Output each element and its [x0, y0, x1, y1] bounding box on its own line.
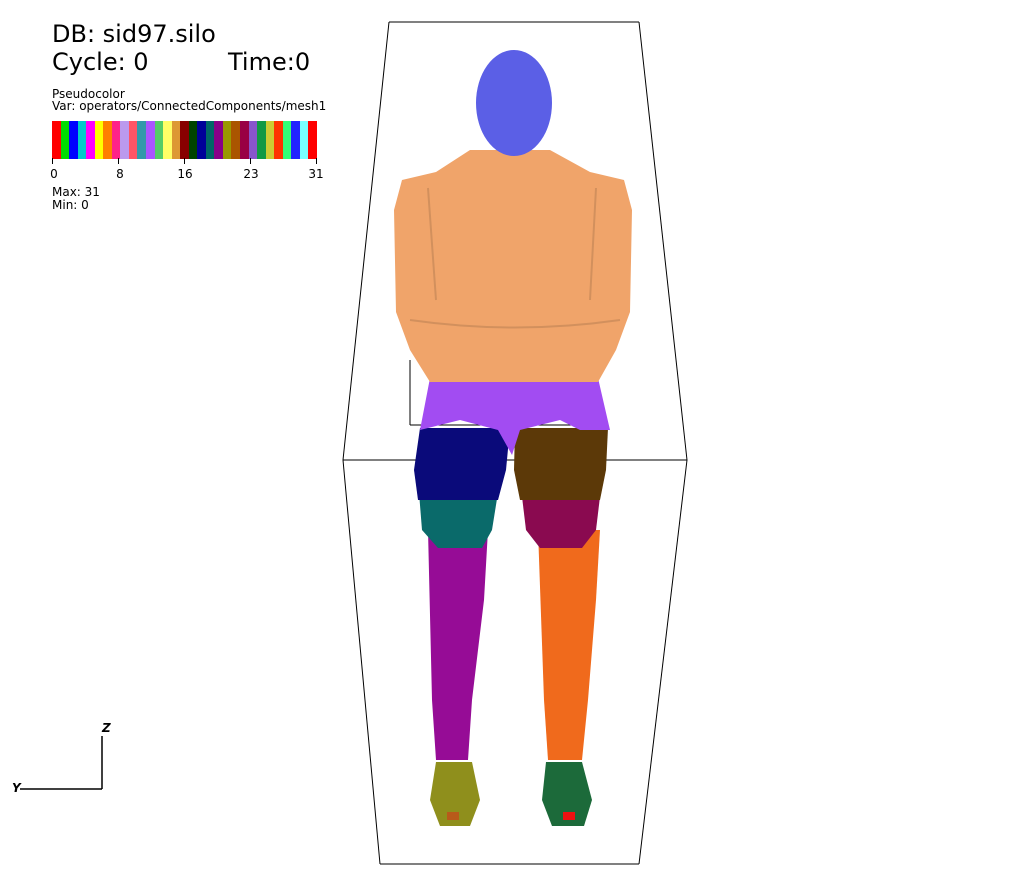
torso	[394, 150, 632, 382]
shin-left	[428, 530, 488, 760]
colorbar-stripe	[248, 121, 258, 159]
db-title: DB: sid97.silo	[52, 20, 216, 48]
colorbar-stripe	[103, 121, 112, 159]
colorbar-stripe	[274, 121, 283, 159]
colorbar-stripe	[180, 121, 189, 159]
legend-plot-type: Pseudocolor	[52, 87, 125, 101]
colorbar-stripe	[197, 121, 206, 159]
axis-label-y: Y	[12, 781, 21, 795]
colorbar-stripe	[111, 121, 121, 159]
foot-right	[542, 762, 592, 826]
legend-tick	[250, 158, 251, 164]
colorbar-stripe	[240, 121, 249, 159]
colorbar-stripe	[86, 121, 95, 159]
colorbar-stripe	[154, 121, 164, 159]
foot-left-marker	[447, 812, 459, 820]
colorbar-stripe	[308, 121, 317, 159]
colorbar-stripe	[222, 121, 232, 159]
colorbar-stripe	[171, 121, 181, 159]
legend-variable: Var: operators/ConnectedComponents/mesh1	[52, 99, 327, 113]
colorbar-stripe	[69, 121, 78, 159]
legend-max: Max: 31	[52, 185, 100, 199]
cycle-label: Cycle: 0	[52, 48, 149, 76]
axis-label-z: Z	[102, 721, 111, 735]
colorbar-stripe	[146, 121, 155, 159]
legend-tick-label: 23	[243, 167, 259, 181]
thigh-right	[514, 428, 608, 500]
colorbar-stripe	[52, 121, 61, 159]
colorbar-stripe	[94, 121, 104, 159]
colorbar-stripe	[188, 121, 198, 159]
legend-min: Min: 0	[52, 198, 89, 212]
colorbar-stripe	[120, 121, 129, 159]
time-label: Time:0	[228, 48, 311, 76]
legend-tick-label: 31	[308, 167, 324, 181]
legend-tick	[316, 158, 317, 164]
colorbar-stripe	[77, 121, 87, 159]
colorbar-stripe	[205, 121, 215, 159]
colorbar-stripe	[231, 121, 241, 159]
colorbar-stripe	[282, 121, 292, 159]
axis-triad	[20, 736, 103, 790]
thigh-left	[414, 428, 510, 500]
foot-right-marker	[563, 812, 575, 820]
colorbar-stripe	[265, 121, 275, 159]
colorbar-stripe	[128, 121, 138, 159]
legend-tick-label: 8	[116, 167, 124, 181]
shin-right	[538, 530, 600, 760]
colorbar-stripe	[163, 121, 172, 159]
colorbar-stripe	[299, 121, 309, 159]
colorbar-stripe	[137, 121, 147, 159]
legend-tick	[118, 158, 119, 164]
colorbar-stripe	[257, 121, 266, 159]
colorbar-stripe	[291, 121, 300, 159]
legend-tick	[184, 158, 185, 164]
pelvis	[420, 378, 610, 455]
legend-colorbar	[52, 121, 317, 159]
legend-tick-label: 16	[177, 167, 193, 181]
legend-tick	[52, 158, 53, 164]
legend-tick-label: 0	[50, 167, 58, 181]
colorbar-stripe	[60, 121, 70, 159]
head	[476, 50, 552, 156]
colorbar-stripe	[214, 121, 223, 159]
foot-left	[430, 762, 480, 826]
